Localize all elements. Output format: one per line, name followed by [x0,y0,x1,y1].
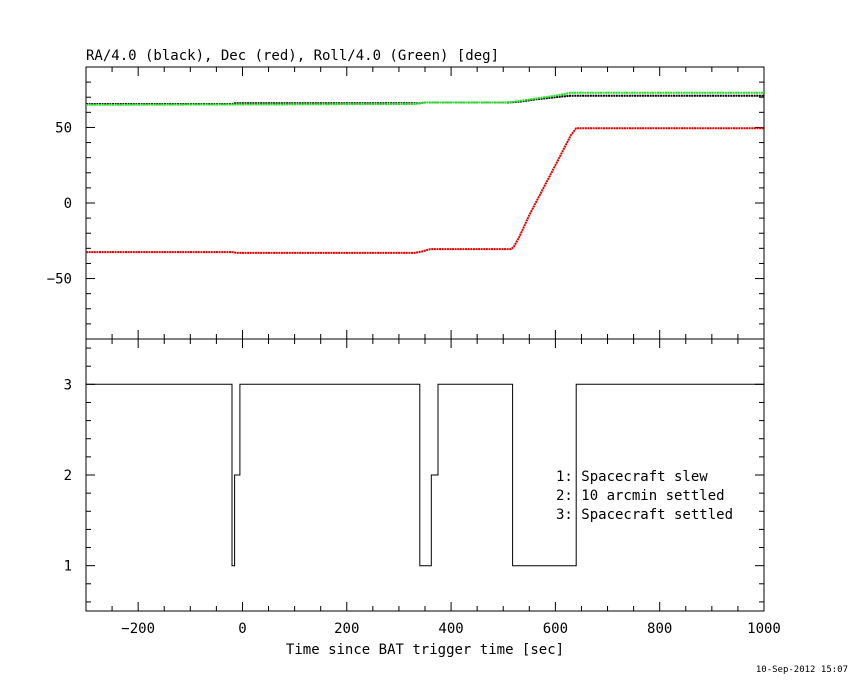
annotation-line: 1: Spacecraft slew [556,469,708,485]
top-panel-ticks: −50 0 50 [47,66,765,340]
legend-annotations: 1: Spacecraft slew 2: 10 arcmin settled 3:… [556,469,733,523]
bottom-panel-series [86,383,764,567]
annotation-line: 3: Spacecraft settled [556,507,733,523]
bottom-panel: 1 2 3 −200 0 200 400 600 800 1000 [64,338,781,637]
top-ytick-label: 0 [64,196,72,212]
top-panel-series [85,91,764,254]
x-axis-label: Time since BAT trigger time [sec] [286,642,564,658]
x-tick-label: 200 [334,621,359,637]
x-tick-label: 1000 [747,621,781,637]
timestamp: 10-Sep-2012 15:07 [756,665,848,675]
x-tick-label: 0 [238,621,246,637]
top-panel: −50 0 50 [47,66,765,340]
top-series-1 [86,127,764,254]
x-tick-label: 400 [438,621,463,637]
top-ytick-label: 50 [55,120,72,136]
top-series-2 [85,91,764,106]
top-panel-frame [85,66,765,340]
annotation-line: 2: 10 arcmin settled [556,488,725,504]
top-ytick-label: −50 [47,272,72,288]
x-tick-label: 800 [647,621,672,637]
bottom-ytick-label: 1 [64,559,72,575]
x-tick-label: 600 [543,621,568,637]
x-tick-label: −200 [121,621,155,637]
bottom-ytick-label: 3 [64,377,72,393]
bottom-ytick-label: 2 [64,468,72,484]
top-chart-title: RA/4.0 (black), Dec (red), Roll/4.0 (Gre… [86,48,499,64]
bottom-panel-ticks: 1 2 3 −200 0 200 400 600 800 1000 [64,339,781,637]
bottom-series-0 [86,383,764,567]
